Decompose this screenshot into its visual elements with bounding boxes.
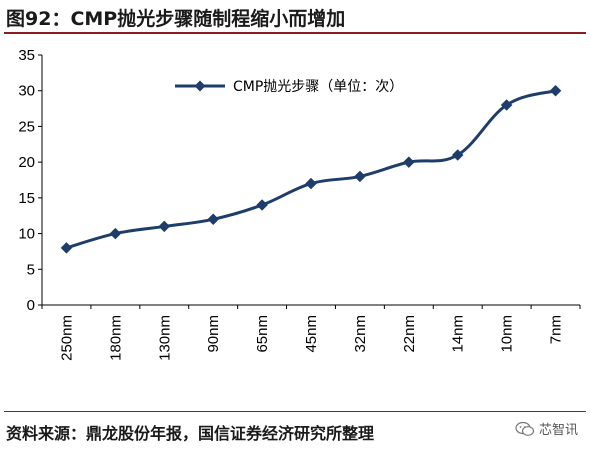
y-tick-label: 25 (18, 118, 35, 135)
y-tick-label: 20 (18, 154, 35, 171)
series-line (66, 89, 556, 250)
x-tick-label: 45nm (303, 315, 320, 353)
x-tick-label: 22nm (401, 315, 418, 353)
figure-title: 图92：CMP抛光步骤随制程缩小而增加 (6, 8, 346, 30)
x-tick-label: 130nm (156, 315, 173, 361)
x-tick-label: 10nm (499, 315, 516, 353)
data-point (158, 220, 171, 233)
legend-marker (194, 80, 206, 92)
data-point (256, 199, 268, 211)
x-tick-label: 90nm (205, 315, 222, 353)
y-tick-label: 5 (27, 261, 35, 278)
data-point (500, 99, 513, 111)
figure-source: 资料来源：鼎龙股份年报，国信证券经济研究所整理 (6, 424, 375, 443)
data-point (305, 177, 317, 190)
data-point (549, 84, 562, 97)
watermark-text: 芯智讯 (538, 423, 578, 438)
data-point (451, 149, 464, 161)
x-tick-label: 7nm (548, 315, 565, 344)
y-tick-label: 30 (18, 83, 35, 100)
data-point (402, 156, 415, 168)
title-divider (4, 32, 586, 34)
x-tick-label: 14nm (450, 315, 467, 353)
source-divider (4, 411, 586, 412)
x-tick-label: 180nm (107, 315, 124, 361)
x-tick-label: 32nm (352, 315, 369, 353)
data-point (60, 242, 73, 254)
y-tick-label: 0 (27, 297, 35, 314)
wechat-icon (515, 421, 535, 436)
y-tick-label: 35 (18, 47, 35, 64)
y-tick-label: 10 (18, 226, 35, 243)
data-point (354, 170, 366, 183)
x-tick-label: 250nm (58, 315, 75, 361)
y-tick-label: 15 (18, 190, 35, 207)
data-point (109, 227, 122, 240)
x-tick-label: 65nm (254, 315, 271, 353)
data-point (207, 213, 220, 226)
legend-label: CMP抛光步骤（单位：次） (233, 79, 403, 95)
watermark: 芯智讯 (515, 419, 578, 438)
